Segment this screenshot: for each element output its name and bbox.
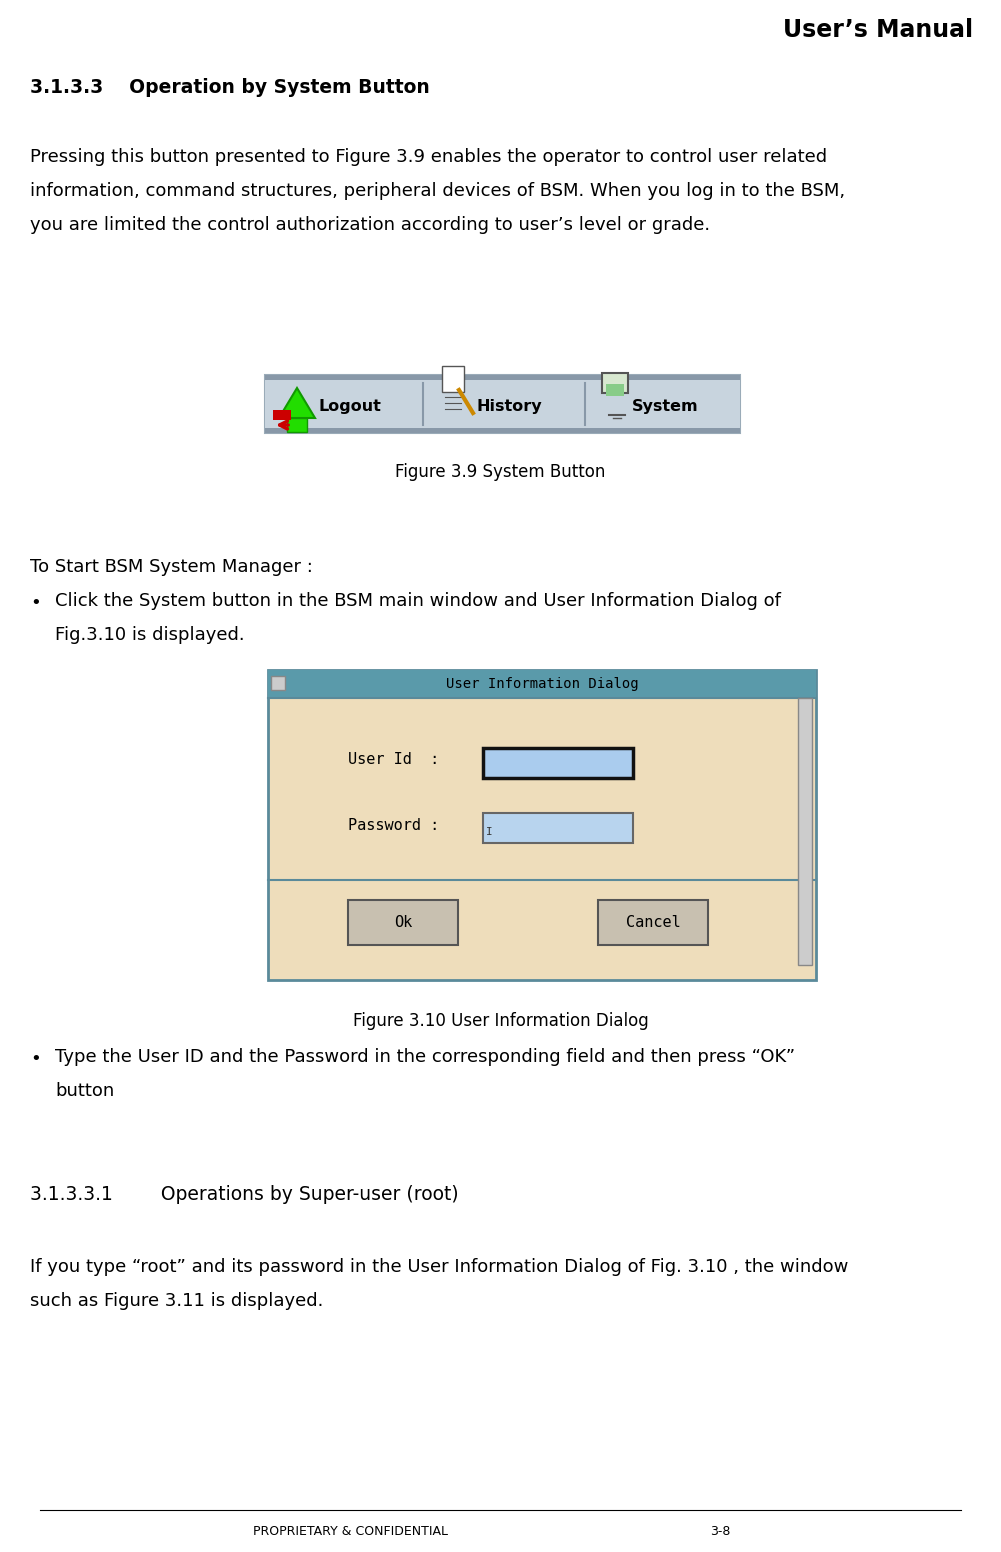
FancyBboxPatch shape [265, 380, 740, 428]
Text: PROPRIETARY & CONFIDENTIAL: PROPRIETARY & CONFIDENTIAL [253, 1526, 447, 1538]
FancyBboxPatch shape [483, 748, 633, 778]
FancyBboxPatch shape [287, 417, 307, 431]
Text: Password :: Password : [348, 818, 439, 832]
Text: If you type “root” and its password in the User Information Dialog of Fig. 3.10 : If you type “root” and its password in t… [30, 1259, 849, 1276]
FancyBboxPatch shape [442, 366, 464, 393]
Text: 3-8: 3-8 [711, 1526, 731, 1538]
Text: System: System [632, 399, 699, 413]
Text: Logout: Logout [319, 399, 381, 413]
FancyBboxPatch shape [265, 428, 740, 433]
Text: History: History [477, 399, 543, 413]
Text: information, command structures, peripheral devices of BSM. When you log in to t: information, command structures, periphe… [30, 182, 845, 200]
Text: To Start BSM System Manager :: To Start BSM System Manager : [30, 559, 313, 576]
Text: 3.1.3.3.1        Operations by Super-user (root): 3.1.3.3.1 Operations by Super-user (root… [30, 1186, 458, 1204]
Text: Fig.3.10 is displayed.: Fig.3.10 is displayed. [55, 625, 244, 644]
Text: User Information Dialog: User Information Dialog [445, 677, 639, 691]
Text: I: I [486, 827, 492, 837]
Text: button: button [55, 1082, 114, 1100]
Text: Type the User ID and the Password in the corresponding field and then press “OK”: Type the User ID and the Password in the… [55, 1048, 795, 1066]
Text: •: • [30, 594, 41, 611]
Text: User Id  :: User Id : [348, 753, 439, 768]
FancyBboxPatch shape [348, 900, 458, 945]
FancyBboxPatch shape [483, 813, 633, 843]
FancyBboxPatch shape [271, 677, 285, 691]
Text: Click the System button in the BSM main window and User Information Dialog of: Click the System button in the BSM main … [55, 591, 781, 610]
Text: Figure 3.9 System Button: Figure 3.9 System Button [395, 462, 606, 481]
FancyBboxPatch shape [268, 670, 816, 698]
Text: you are limited the control authorization according to user’s level or grade.: you are limited the control authorizatio… [30, 216, 710, 234]
FancyBboxPatch shape [606, 383, 624, 396]
Polygon shape [279, 388, 315, 417]
Text: 3.1.3.3    Operation by System Button: 3.1.3.3 Operation by System Button [30, 78, 429, 96]
Text: User’s Manual: User’s Manual [783, 19, 973, 42]
FancyBboxPatch shape [598, 900, 708, 945]
FancyBboxPatch shape [265, 376, 740, 380]
FancyBboxPatch shape [602, 372, 628, 393]
Text: Pressing this button presented to Figure 3.9 enables the operator to control use: Pressing this button presented to Figure… [30, 147, 827, 166]
FancyBboxPatch shape [798, 698, 812, 965]
Text: Cancel: Cancel [626, 916, 681, 930]
Text: •: • [30, 1051, 41, 1068]
Text: Figure 3.10 User Information Dialog: Figure 3.10 User Information Dialog [352, 1012, 649, 1031]
FancyBboxPatch shape [273, 410, 291, 421]
Text: such as Figure 3.11 is displayed.: such as Figure 3.11 is displayed. [30, 1291, 323, 1310]
FancyBboxPatch shape [268, 670, 816, 979]
Text: Ok: Ok [393, 916, 412, 930]
FancyBboxPatch shape [265, 376, 740, 433]
